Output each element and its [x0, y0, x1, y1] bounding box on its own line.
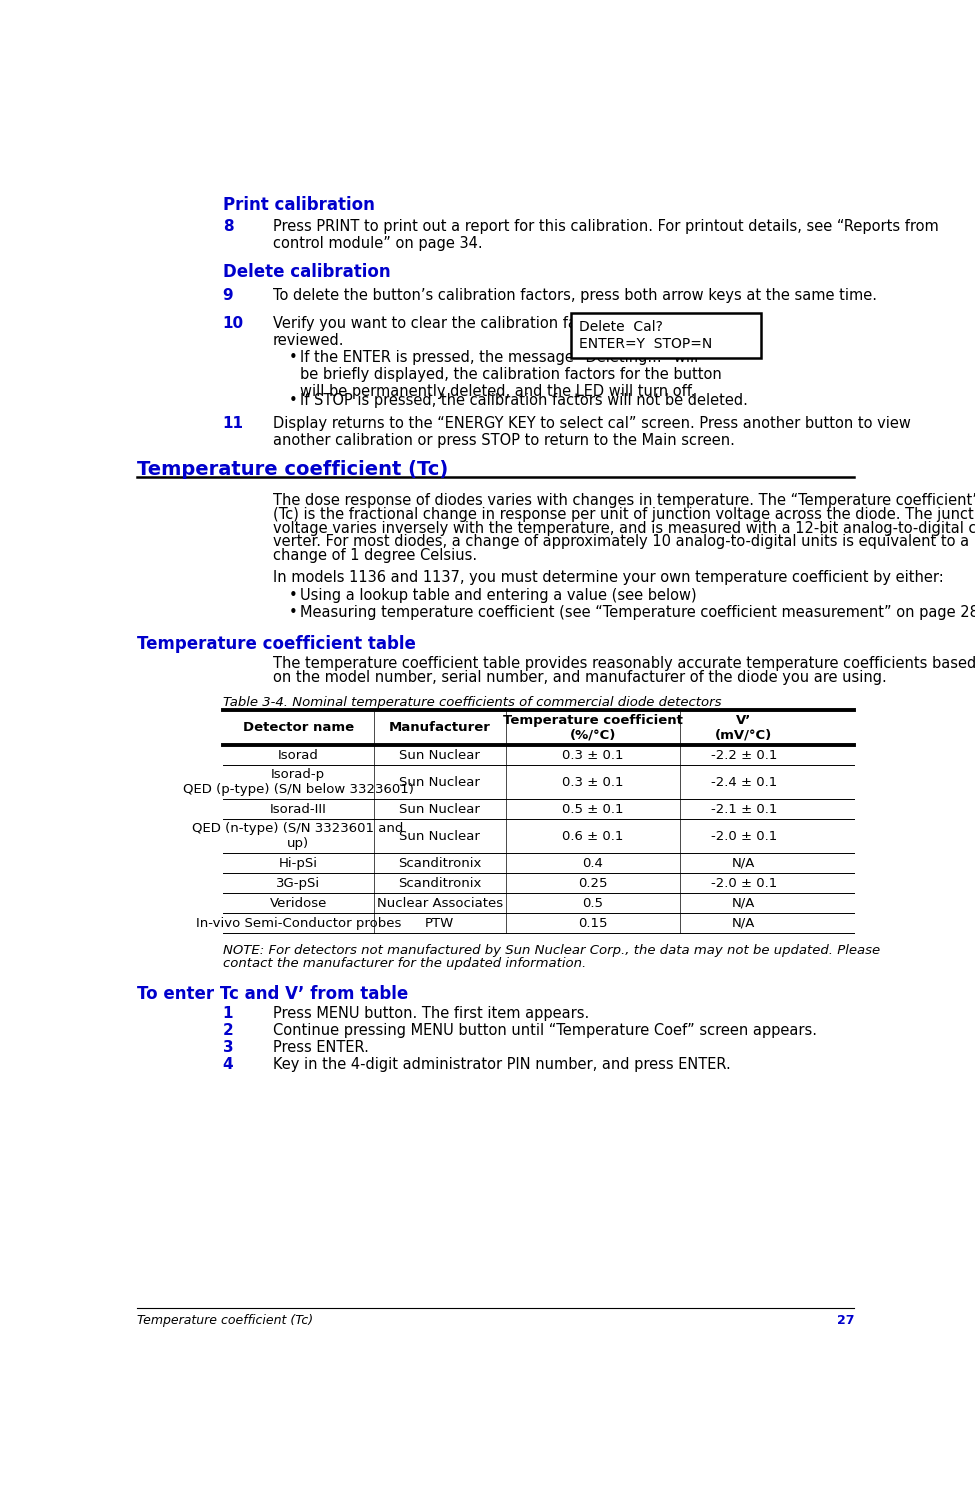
Text: Print calibration: Print calibration [222, 195, 374, 213]
Text: N/A: N/A [732, 856, 756, 870]
Text: Temperature coefficient table: Temperature coefficient table [137, 634, 416, 652]
Text: 0.6 ± 0.1: 0.6 ± 0.1 [562, 829, 623, 843]
Text: on the model number, serial number, and manufacturer of the diode you are using.: on the model number, serial number, and … [273, 670, 886, 685]
Text: 0.25: 0.25 [578, 877, 607, 890]
Text: Verify you want to clear the calibration factor that is being
reviewed.: Verify you want to clear the calibration… [273, 316, 702, 348]
Text: Isorad-p
QED (p-type) (S/N below 3323601): Isorad-p QED (p-type) (S/N below 3323601… [182, 768, 413, 797]
Text: Isorad: Isorad [278, 749, 319, 762]
Bar [571, 313, 761, 357]
Text: QED (n-type) (S/N 3323601 and
up): QED (n-type) (S/N 3323601 and up) [192, 822, 404, 850]
Text: -2.1 ± 0.1: -2.1 ± 0.1 [711, 803, 777, 816]
Text: Nuclear Associates: Nuclear Associates [376, 896, 503, 910]
Text: 0.4: 0.4 [582, 856, 604, 870]
Text: In-vivo Semi-Conductor probes: In-vivo Semi-Conductor probes [196, 917, 401, 929]
Text: 8: 8 [222, 219, 233, 234]
Text: Manufacturer: Manufacturer [389, 721, 490, 734]
Text: 0.5 ± 0.1: 0.5 ± 0.1 [562, 803, 623, 816]
Text: Veridose: Veridose [269, 896, 327, 910]
Text: Sun Nuclear: Sun Nuclear [399, 776, 480, 789]
Text: (Tc) is the fractional change in response per unit of junction voltage across th: (Tc) is the fractional change in respons… [273, 506, 975, 521]
Text: voltage varies inversely with the temperature, and is measured with a 12-bit ana: voltage varies inversely with the temper… [273, 521, 975, 536]
Text: 2: 2 [222, 1023, 233, 1038]
Text: 3: 3 [222, 1041, 233, 1056]
Text: If the ENTER is pressed, the message “Deleting...” will
be briefly displayed, th: If the ENTER is pressed, the message “De… [300, 350, 722, 399]
Text: To enter Tc and V’ from table: To enter Tc and V’ from table [137, 984, 409, 1004]
Text: Measuring temperature coefficient (see “Temperature coefficient measurement” on : Measuring temperature coefficient (see “… [300, 605, 975, 621]
Text: The temperature coefficient table provides reasonably accurate temperature coeff: The temperature coefficient table provid… [273, 657, 975, 672]
Text: •: • [289, 393, 297, 408]
Text: N/A: N/A [732, 917, 756, 929]
Text: If STOP is pressed, the calibration factors will not be deleted.: If STOP is pressed, the calibration fact… [300, 393, 748, 408]
Text: Sun Nuclear: Sun Nuclear [399, 749, 480, 762]
Text: Temperature coefficient
(%/°C): Temperature coefficient (%/°C) [503, 713, 682, 742]
Text: Detector name: Detector name [243, 721, 354, 734]
Text: Scanditronix: Scanditronix [398, 856, 482, 870]
Text: •: • [289, 350, 297, 365]
Text: •: • [289, 588, 297, 603]
Text: 3G-pSi: 3G-pSi [276, 877, 320, 890]
Text: 0.5: 0.5 [582, 896, 604, 910]
Text: change of 1 degree Celsius.: change of 1 degree Celsius. [273, 548, 477, 563]
Text: -2.0 ± 0.1: -2.0 ± 0.1 [711, 877, 777, 890]
Text: Display returns to the “ENERGY KEY to select cal” screen. Press another button t: Display returns to the “ENERGY KEY to se… [273, 415, 911, 448]
Text: Press PRINT to print out a report for this calibration. For printout details, se: Press PRINT to print out a report for th… [273, 219, 939, 252]
Text: ENTER=Y  STOP=N: ENTER=Y STOP=N [579, 337, 713, 350]
Text: 0.15: 0.15 [578, 917, 607, 929]
Text: Scanditronix: Scanditronix [398, 877, 482, 890]
Text: 9: 9 [222, 287, 233, 304]
Text: Using a lookup table and entering a value (see below): Using a lookup table and entering a valu… [300, 588, 697, 603]
Text: verter. For most diodes, a change of approximately 10 analog-to-digital units is: verter. For most diodes, a change of app… [273, 535, 969, 549]
Text: The dose response of diodes varies with changes in temperature. The “Temperature: The dose response of diodes varies with … [273, 493, 975, 508]
Text: V’
(mV/°C): V’ (mV/°C) [716, 713, 772, 742]
Text: Sun Nuclear: Sun Nuclear [399, 829, 480, 843]
Text: 4: 4 [222, 1057, 233, 1072]
Text: •: • [289, 605, 297, 621]
Text: Press MENU button. The first item appears.: Press MENU button. The first item appear… [273, 1007, 589, 1021]
Text: -2.4 ± 0.1: -2.4 ± 0.1 [711, 776, 777, 789]
Text: Temperature coefficient (Tc): Temperature coefficient (Tc) [137, 460, 448, 479]
Text: Delete calibration: Delete calibration [222, 264, 390, 281]
Text: 0.3 ± 0.1: 0.3 ± 0.1 [562, 749, 623, 762]
Text: 27: 27 [837, 1313, 854, 1327]
Text: Sun Nuclear: Sun Nuclear [399, 803, 480, 816]
Text: 11: 11 [222, 415, 244, 430]
Text: -2.2 ± 0.1: -2.2 ± 0.1 [711, 749, 777, 762]
Text: contact the manufacturer for the updated information.: contact the manufacturer for the updated… [222, 957, 586, 971]
Text: To delete the button’s calibration factors, press both arrow keys at the same ti: To delete the button’s calibration facto… [273, 287, 877, 304]
Text: Delete  Cal?: Delete Cal? [579, 320, 663, 334]
Text: PTW: PTW [425, 917, 454, 929]
Text: In models 1136 and 1137, you must determine your own temperature coefficient by : In models 1136 and 1137, you must determ… [273, 570, 944, 585]
Text: Hi-pSi: Hi-pSi [279, 856, 318, 870]
Text: Temperature coefficient (Tc): Temperature coefficient (Tc) [137, 1313, 314, 1327]
Text: 1: 1 [222, 1007, 233, 1021]
Text: Press ENTER.: Press ENTER. [273, 1041, 369, 1056]
Text: -2.0 ± 0.1: -2.0 ± 0.1 [711, 829, 777, 843]
Text: Isorad-III: Isorad-III [270, 803, 327, 816]
Text: N/A: N/A [732, 896, 756, 910]
Text: 0.3 ± 0.1: 0.3 ± 0.1 [562, 776, 623, 789]
Text: NOTE: For detectors not manufactured by Sun Nuclear Corp., the data may not be u: NOTE: For detectors not manufactured by … [222, 944, 879, 957]
Text: Table 3-4. Nominal temperature coefficients of commercial diode detectors: Table 3-4. Nominal temperature coefficie… [222, 697, 722, 709]
Text: Key in the 4-digit administrator PIN number, and press ENTER.: Key in the 4-digit administrator PIN num… [273, 1057, 730, 1072]
Text: 10: 10 [222, 316, 244, 331]
Text: Continue pressing MENU button until “Temperature Coef” screen appears.: Continue pressing MENU button until “Tem… [273, 1023, 817, 1038]
